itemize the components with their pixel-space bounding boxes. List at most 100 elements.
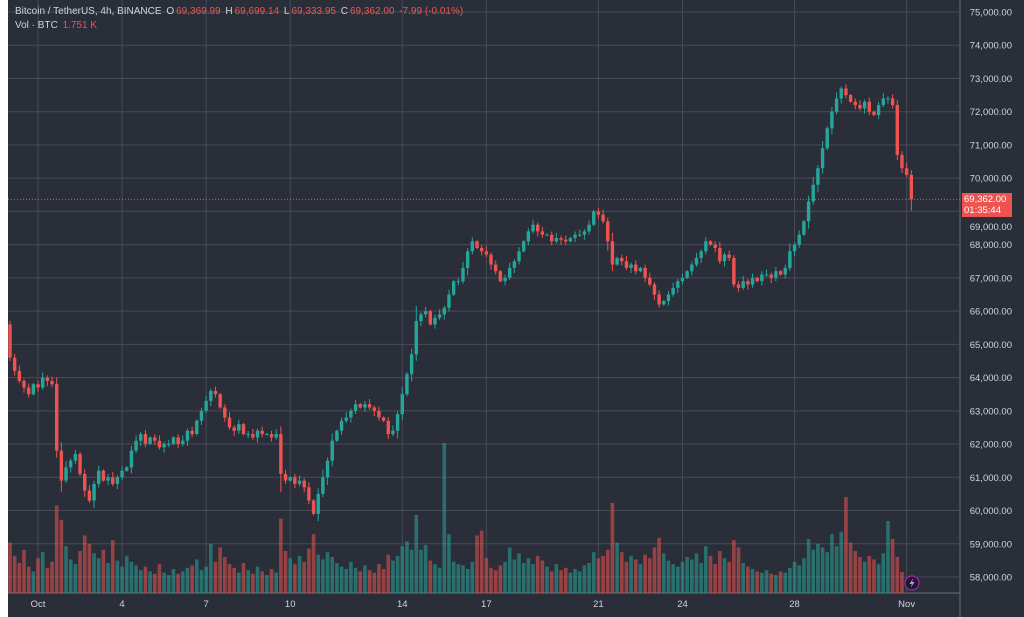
volume-bar xyxy=(862,561,867,593)
last-price: 69,362.00 xyxy=(964,194,1007,205)
volume-bar xyxy=(92,553,96,593)
candle-body xyxy=(620,257,624,262)
candle-body xyxy=(564,239,568,242)
candle-body xyxy=(134,440,138,451)
candle xyxy=(204,395,208,414)
candle-body xyxy=(802,221,806,235)
volume-bar xyxy=(577,571,582,593)
volume-bar xyxy=(414,515,419,593)
candle-body xyxy=(909,174,914,200)
candle xyxy=(12,353,17,376)
volume-bar xyxy=(138,570,143,593)
candle-body xyxy=(461,267,465,282)
volume-bar xyxy=(760,572,764,593)
volume-bar xyxy=(708,555,713,593)
candle-body xyxy=(97,470,101,484)
volume-bar xyxy=(195,559,199,593)
volume-bar xyxy=(381,569,386,593)
volume-bar xyxy=(872,559,876,593)
candle xyxy=(685,270,689,280)
candle-body xyxy=(811,184,815,202)
candle-body xyxy=(73,454,78,461)
volume-bar xyxy=(610,503,615,593)
candle xyxy=(283,469,288,484)
volume-bar xyxy=(704,546,708,593)
candle xyxy=(479,244,484,256)
volume-bar xyxy=(526,558,531,593)
candle xyxy=(470,237,475,255)
candle xyxy=(372,405,376,417)
candle-body xyxy=(157,440,162,448)
candle xyxy=(321,469,325,498)
symbol-title[interactable]: Bitcoin / TetherUS, 4h, BINANCE xyxy=(15,6,162,17)
open-value: 69,369.99 xyxy=(176,6,221,17)
volume-bar xyxy=(419,549,423,593)
time-tick-label: 4 xyxy=(119,599,124,610)
candle-body xyxy=(358,404,362,408)
candle xyxy=(344,412,348,423)
candle-body xyxy=(255,430,260,438)
candle-body xyxy=(302,480,306,488)
candle xyxy=(405,372,409,397)
volume-bar xyxy=(302,561,307,593)
candle-body xyxy=(853,101,857,106)
plot-background xyxy=(8,0,960,593)
candle-body xyxy=(727,254,731,258)
candle-body xyxy=(825,128,829,149)
volume-bar xyxy=(45,567,50,593)
volume-bar xyxy=(68,559,73,593)
price-tick-label: 58,000.00 xyxy=(970,573,1012,584)
candle xyxy=(363,400,367,412)
candle xyxy=(181,435,185,447)
candle xyxy=(564,235,568,245)
candle-body xyxy=(293,477,297,484)
candle-body xyxy=(503,277,507,282)
candle xyxy=(358,402,362,409)
price-tick-label: 75,000.00 xyxy=(970,8,1012,19)
volume-bar xyxy=(853,551,858,593)
candle-body xyxy=(64,467,68,481)
candle-body xyxy=(722,254,727,262)
candle-body xyxy=(260,430,264,435)
candle-body xyxy=(582,231,587,235)
volume-bar xyxy=(209,543,213,593)
volume-bar xyxy=(830,534,834,593)
candle-body xyxy=(900,154,904,169)
candle xyxy=(671,282,675,297)
price-tick-label: 69,000.00 xyxy=(970,222,1012,233)
low-label: L xyxy=(283,6,290,17)
volume-bar xyxy=(288,558,292,593)
candle xyxy=(690,261,694,276)
candle xyxy=(797,230,801,248)
candle-body xyxy=(470,241,475,252)
lightning-icon[interactable] xyxy=(904,575,920,591)
candle-body xyxy=(769,274,773,278)
volume-bar xyxy=(12,555,17,593)
candle-body xyxy=(601,214,605,222)
last-price-label: 69,362.00 01:35:44 xyxy=(962,193,1012,217)
volume-bar xyxy=(666,560,671,593)
volume-bar xyxy=(484,558,489,593)
candle-body xyxy=(517,251,521,262)
candle xyxy=(423,306,428,318)
candle-body xyxy=(690,264,694,272)
candle xyxy=(493,260,498,275)
candle-body xyxy=(694,257,699,265)
volume-bar xyxy=(676,566,680,593)
candle xyxy=(848,93,853,103)
candle-body xyxy=(442,307,447,315)
candle-body xyxy=(400,394,404,415)
volume-bar xyxy=(232,567,236,593)
candle-body xyxy=(872,111,876,116)
volume-bar xyxy=(867,555,872,593)
close-value: 69,362.00 xyxy=(349,6,395,17)
volume-bar xyxy=(152,573,157,593)
candle xyxy=(125,466,129,472)
volume-bar xyxy=(386,554,391,593)
volume-bar xyxy=(274,572,278,593)
candle xyxy=(802,219,806,237)
volume-bar xyxy=(110,540,115,593)
volume-label[interactable]: Vol · BTC xyxy=(15,20,58,31)
